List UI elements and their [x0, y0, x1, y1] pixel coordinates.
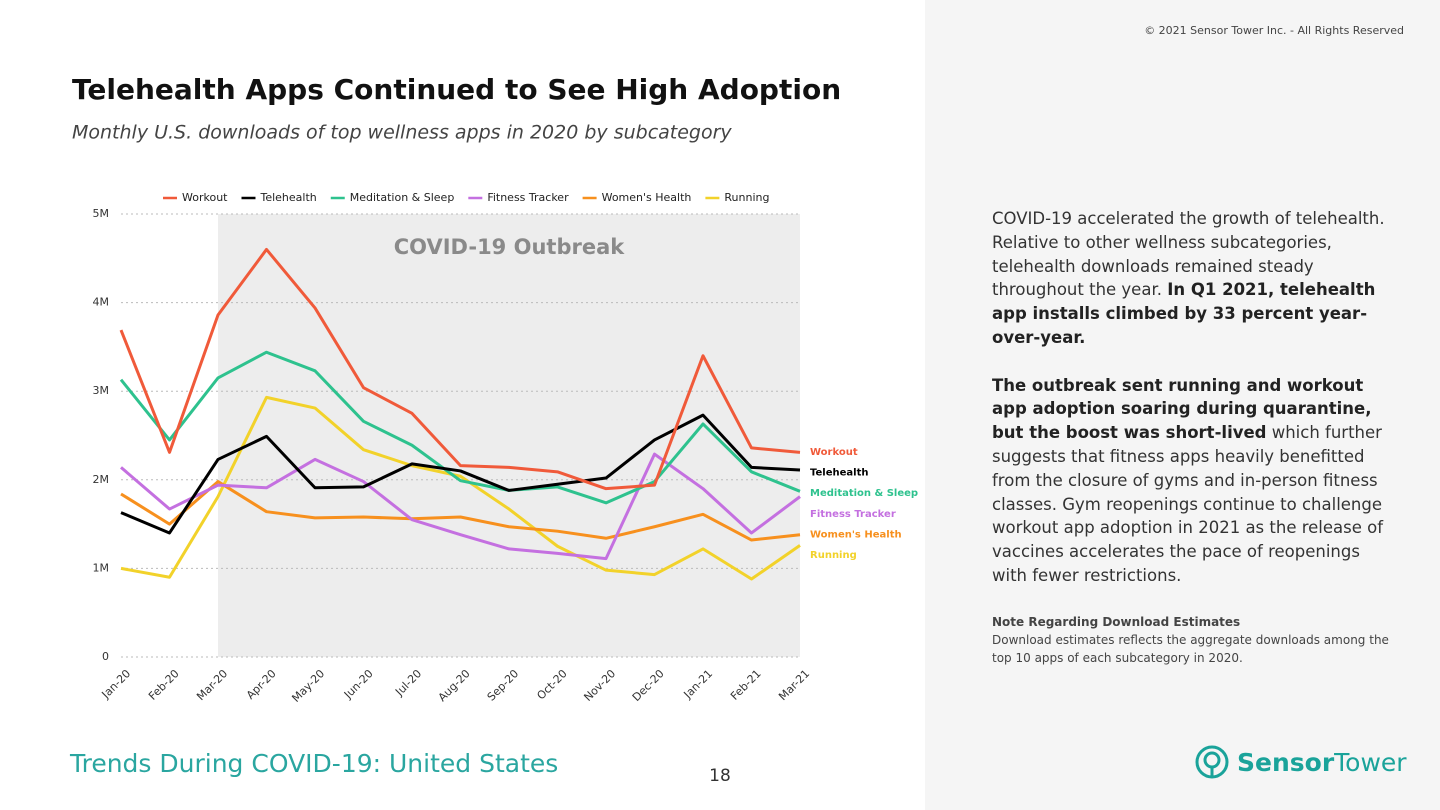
end-label: Women's Health [810, 529, 902, 540]
logo-text: Tower [1334, 747, 1407, 777]
x-tick-label: Feb-20 [146, 667, 182, 703]
copyright: © 2021 Sensor Tower Inc. - All Rights Re… [1144, 24, 1404, 37]
chart: Telehealth Apps Continued to See High Ad… [69, 73, 918, 786]
legend-label: Fitness Tracker [487, 191, 569, 204]
logo: SensorTower [1195, 745, 1407, 779]
x-tick-label: Sep-20 [485, 667, 522, 704]
text-run: The outbreak sent running and workout ap… [992, 375, 1372, 443]
paragraph: The outbreak sent running and workout ap… [992, 374, 1392, 588]
x-tick-label: Jun-20 [341, 667, 376, 702]
series-line [119, 350, 801, 505]
series-line [120, 413, 801, 535]
series-line [120, 480, 801, 542]
end-label: Workout [810, 447, 858, 458]
end-label: Meditation & Sleep [810, 488, 918, 499]
end-label: Fitness Tracker [810, 509, 896, 520]
x-tick-label: Jul-20 [392, 667, 424, 699]
end-label: Telehealth [810, 468, 868, 479]
note: Note Regarding Download Estimates Downlo… [992, 613, 1392, 667]
x-tick-label: Mar-20 [194, 667, 230, 703]
note-title: Note Regarding Download Estimates [992, 615, 1241, 629]
legend-label: Workout [182, 191, 228, 204]
x-tick-label: Apr-20 [244, 667, 279, 702]
annotation: COVID-19 Outbreak [394, 235, 625, 259]
x-tick-label: Jan-20 [99, 667, 134, 702]
text-run: COVID-19 accelerated the growth of teleh… [992, 209, 1385, 300]
note-text: Download estimates reflects the aggregat… [992, 633, 1389, 665]
y-tick-label: 0 [102, 650, 109, 663]
x-tick-label: May-20 [289, 667, 327, 705]
legend-label: Meditation & Sleep [350, 191, 455, 204]
logo-text: Sensor [1237, 747, 1335, 777]
logo-icon [1195, 745, 1229, 779]
x-tick-label: Nov-20 [581, 667, 618, 704]
y-tick-label: 1M [93, 561, 110, 574]
y-tick-label: 5M [93, 207, 110, 220]
x-tick-label: Jan-21 [681, 667, 716, 702]
sidebar: © 2021 Sensor Tower Inc. - All Rights Re… [925, 0, 1440, 810]
legend-label: Running [724, 191, 769, 204]
outbreak-shade [218, 214, 800, 657]
text-run: In Q1 2021, telehealth app installs clim… [992, 280, 1376, 347]
page-number: 18 [709, 766, 731, 786]
x-tick-label: Feb-21 [728, 667, 764, 703]
chart-subtitle: Monthly U.S. downloads of top wellness a… [72, 122, 732, 144]
series-line [119, 247, 801, 491]
x-tick-label: Oct-20 [534, 667, 569, 702]
section-title: Trends During COVID-19: United States [69, 749, 558, 778]
paragraph: COVID-19 accelerated the growth of teleh… [992, 207, 1392, 350]
end-label: Running [810, 550, 857, 561]
legend-label: Telehealth [259, 191, 316, 204]
x-tick-label: Aug-20 [436, 667, 473, 704]
chart-title: Telehealth Apps Continued to See High Ad… [72, 73, 841, 106]
series-line [120, 395, 801, 581]
legend-label: Women's Health [602, 191, 692, 204]
y-tick-label: 4M [93, 296, 110, 309]
y-tick-label: 3M [93, 384, 110, 397]
x-tick-label: Dec-20 [630, 667, 667, 704]
series-line [120, 452, 801, 561]
x-tick-label: Mar-21 [776, 667, 812, 703]
y-tick-label: 2M [93, 473, 110, 486]
sidebar-text: COVID-19 accelerated the growth of teleh… [992, 207, 1392, 612]
text-run: which further suggests that fitness apps… [992, 423, 1384, 585]
